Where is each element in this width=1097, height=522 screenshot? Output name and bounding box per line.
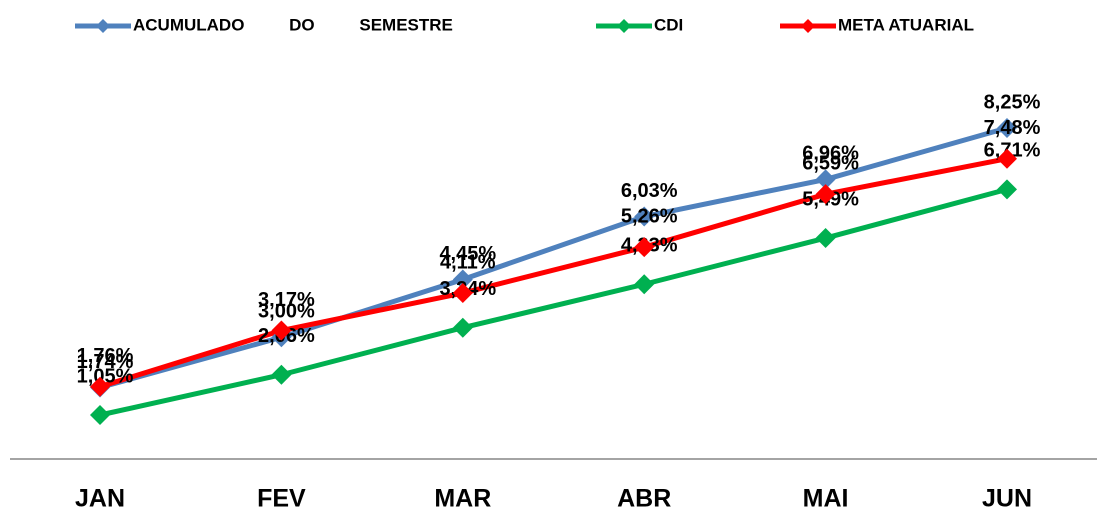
data-label: 1,74% bbox=[77, 351, 134, 373]
data-point bbox=[452, 269, 473, 290]
data-label: 8,25% bbox=[984, 91, 1041, 113]
data-point bbox=[815, 169, 836, 190]
data-label: 3,17% bbox=[258, 289, 315, 311]
data-point bbox=[271, 364, 292, 385]
x-tick-label: FEV bbox=[257, 485, 306, 513]
data-label: 1,05% bbox=[77, 365, 134, 387]
legend-marker bbox=[801, 19, 815, 33]
data-point bbox=[815, 184, 836, 205]
data-label: 6,96% bbox=[802, 143, 859, 165]
data-label: 7,48% bbox=[984, 117, 1041, 139]
data-point bbox=[452, 283, 473, 304]
data-label: 5,26% bbox=[621, 205, 678, 227]
legend-label: ACUMULADO DO SEMESTRE bbox=[133, 15, 453, 34]
legend-label: CDI bbox=[654, 15, 683, 34]
x-tick-label: MAI bbox=[803, 485, 849, 513]
x-tick-label: JAN bbox=[75, 485, 125, 513]
data-point bbox=[634, 274, 655, 295]
data-label: 4,45% bbox=[439, 243, 496, 265]
data-label: 6,59% bbox=[802, 152, 859, 174]
data-point bbox=[634, 206, 655, 227]
data-point bbox=[634, 237, 655, 258]
data-label: 3,00% bbox=[258, 301, 315, 323]
data-label: 6,03% bbox=[621, 180, 678, 202]
x-tick-label: MAR bbox=[434, 485, 491, 513]
legend-marker bbox=[617, 19, 631, 33]
data-point bbox=[90, 376, 110, 397]
legend-marker bbox=[96, 19, 110, 33]
series-line bbox=[99, 156, 1008, 390]
data-point bbox=[90, 405, 110, 425]
data-point bbox=[452, 317, 473, 338]
x-tick-label: ABR bbox=[617, 485, 671, 513]
data-point bbox=[271, 320, 292, 341]
x-tick-label: JUN bbox=[982, 485, 1032, 513]
data-point bbox=[815, 228, 836, 249]
data-label: 1,76% bbox=[77, 345, 134, 367]
series-line bbox=[99, 125, 1008, 390]
data-point bbox=[997, 118, 1017, 138]
data-label: 4,11% bbox=[440, 251, 496, 273]
data-point bbox=[997, 148, 1017, 169]
legend-label: META ATUARIAL bbox=[838, 15, 974, 34]
series-line bbox=[99, 186, 1008, 418]
data-label: 6,71% bbox=[984, 140, 1041, 162]
data-point bbox=[997, 179, 1017, 200]
